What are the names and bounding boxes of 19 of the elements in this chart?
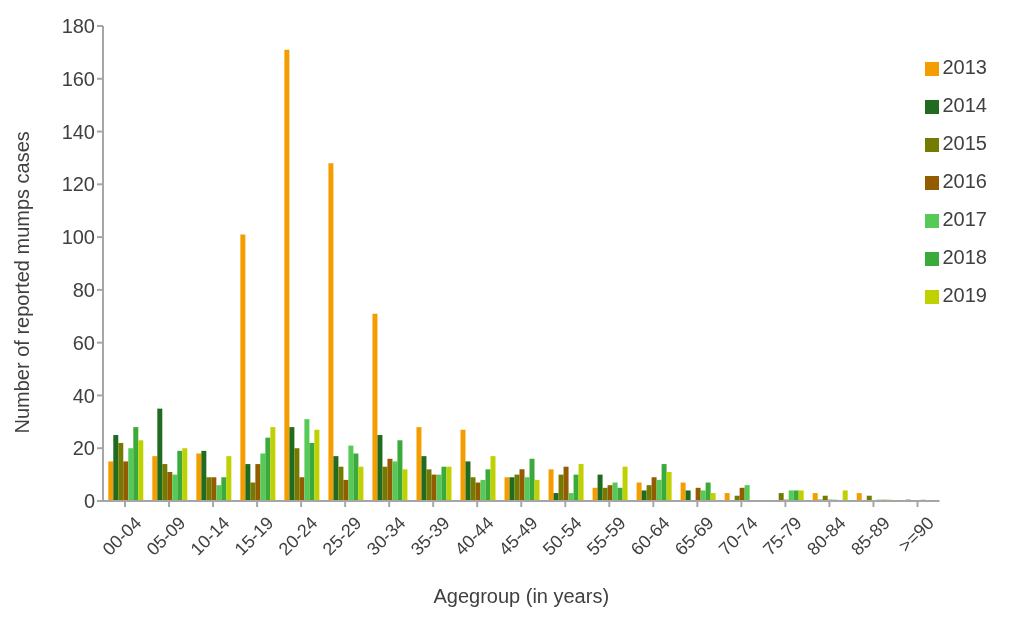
y-axis-title: Number of reported mumps cases xyxy=(11,131,34,434)
y-tick-label: 80 xyxy=(72,278,95,301)
y-tick-label: 40 xyxy=(72,384,95,407)
y-tick-label: 20 xyxy=(72,437,95,460)
legend-label: 2013 xyxy=(942,56,987,78)
y-tick-label: 140 xyxy=(61,120,95,143)
x-axis-title: Agegroup (in years) xyxy=(433,585,610,607)
y-tick-label: 120 xyxy=(61,173,95,196)
y-tick-label: 100 xyxy=(61,226,95,249)
legend-label: 2016 xyxy=(942,170,987,192)
legend-label: 2019 xyxy=(942,284,987,306)
y-tick-label: 180 xyxy=(61,15,95,38)
y-tick-label: 60 xyxy=(72,331,95,354)
y-tick-label: 0 xyxy=(83,490,95,513)
legend-label: 2014 xyxy=(942,94,987,116)
legend-label: 2017 xyxy=(942,208,987,230)
legend-label: 2015 xyxy=(942,132,987,154)
y-tick-label: 160 xyxy=(61,67,95,90)
legend-label: 2018 xyxy=(942,246,987,268)
